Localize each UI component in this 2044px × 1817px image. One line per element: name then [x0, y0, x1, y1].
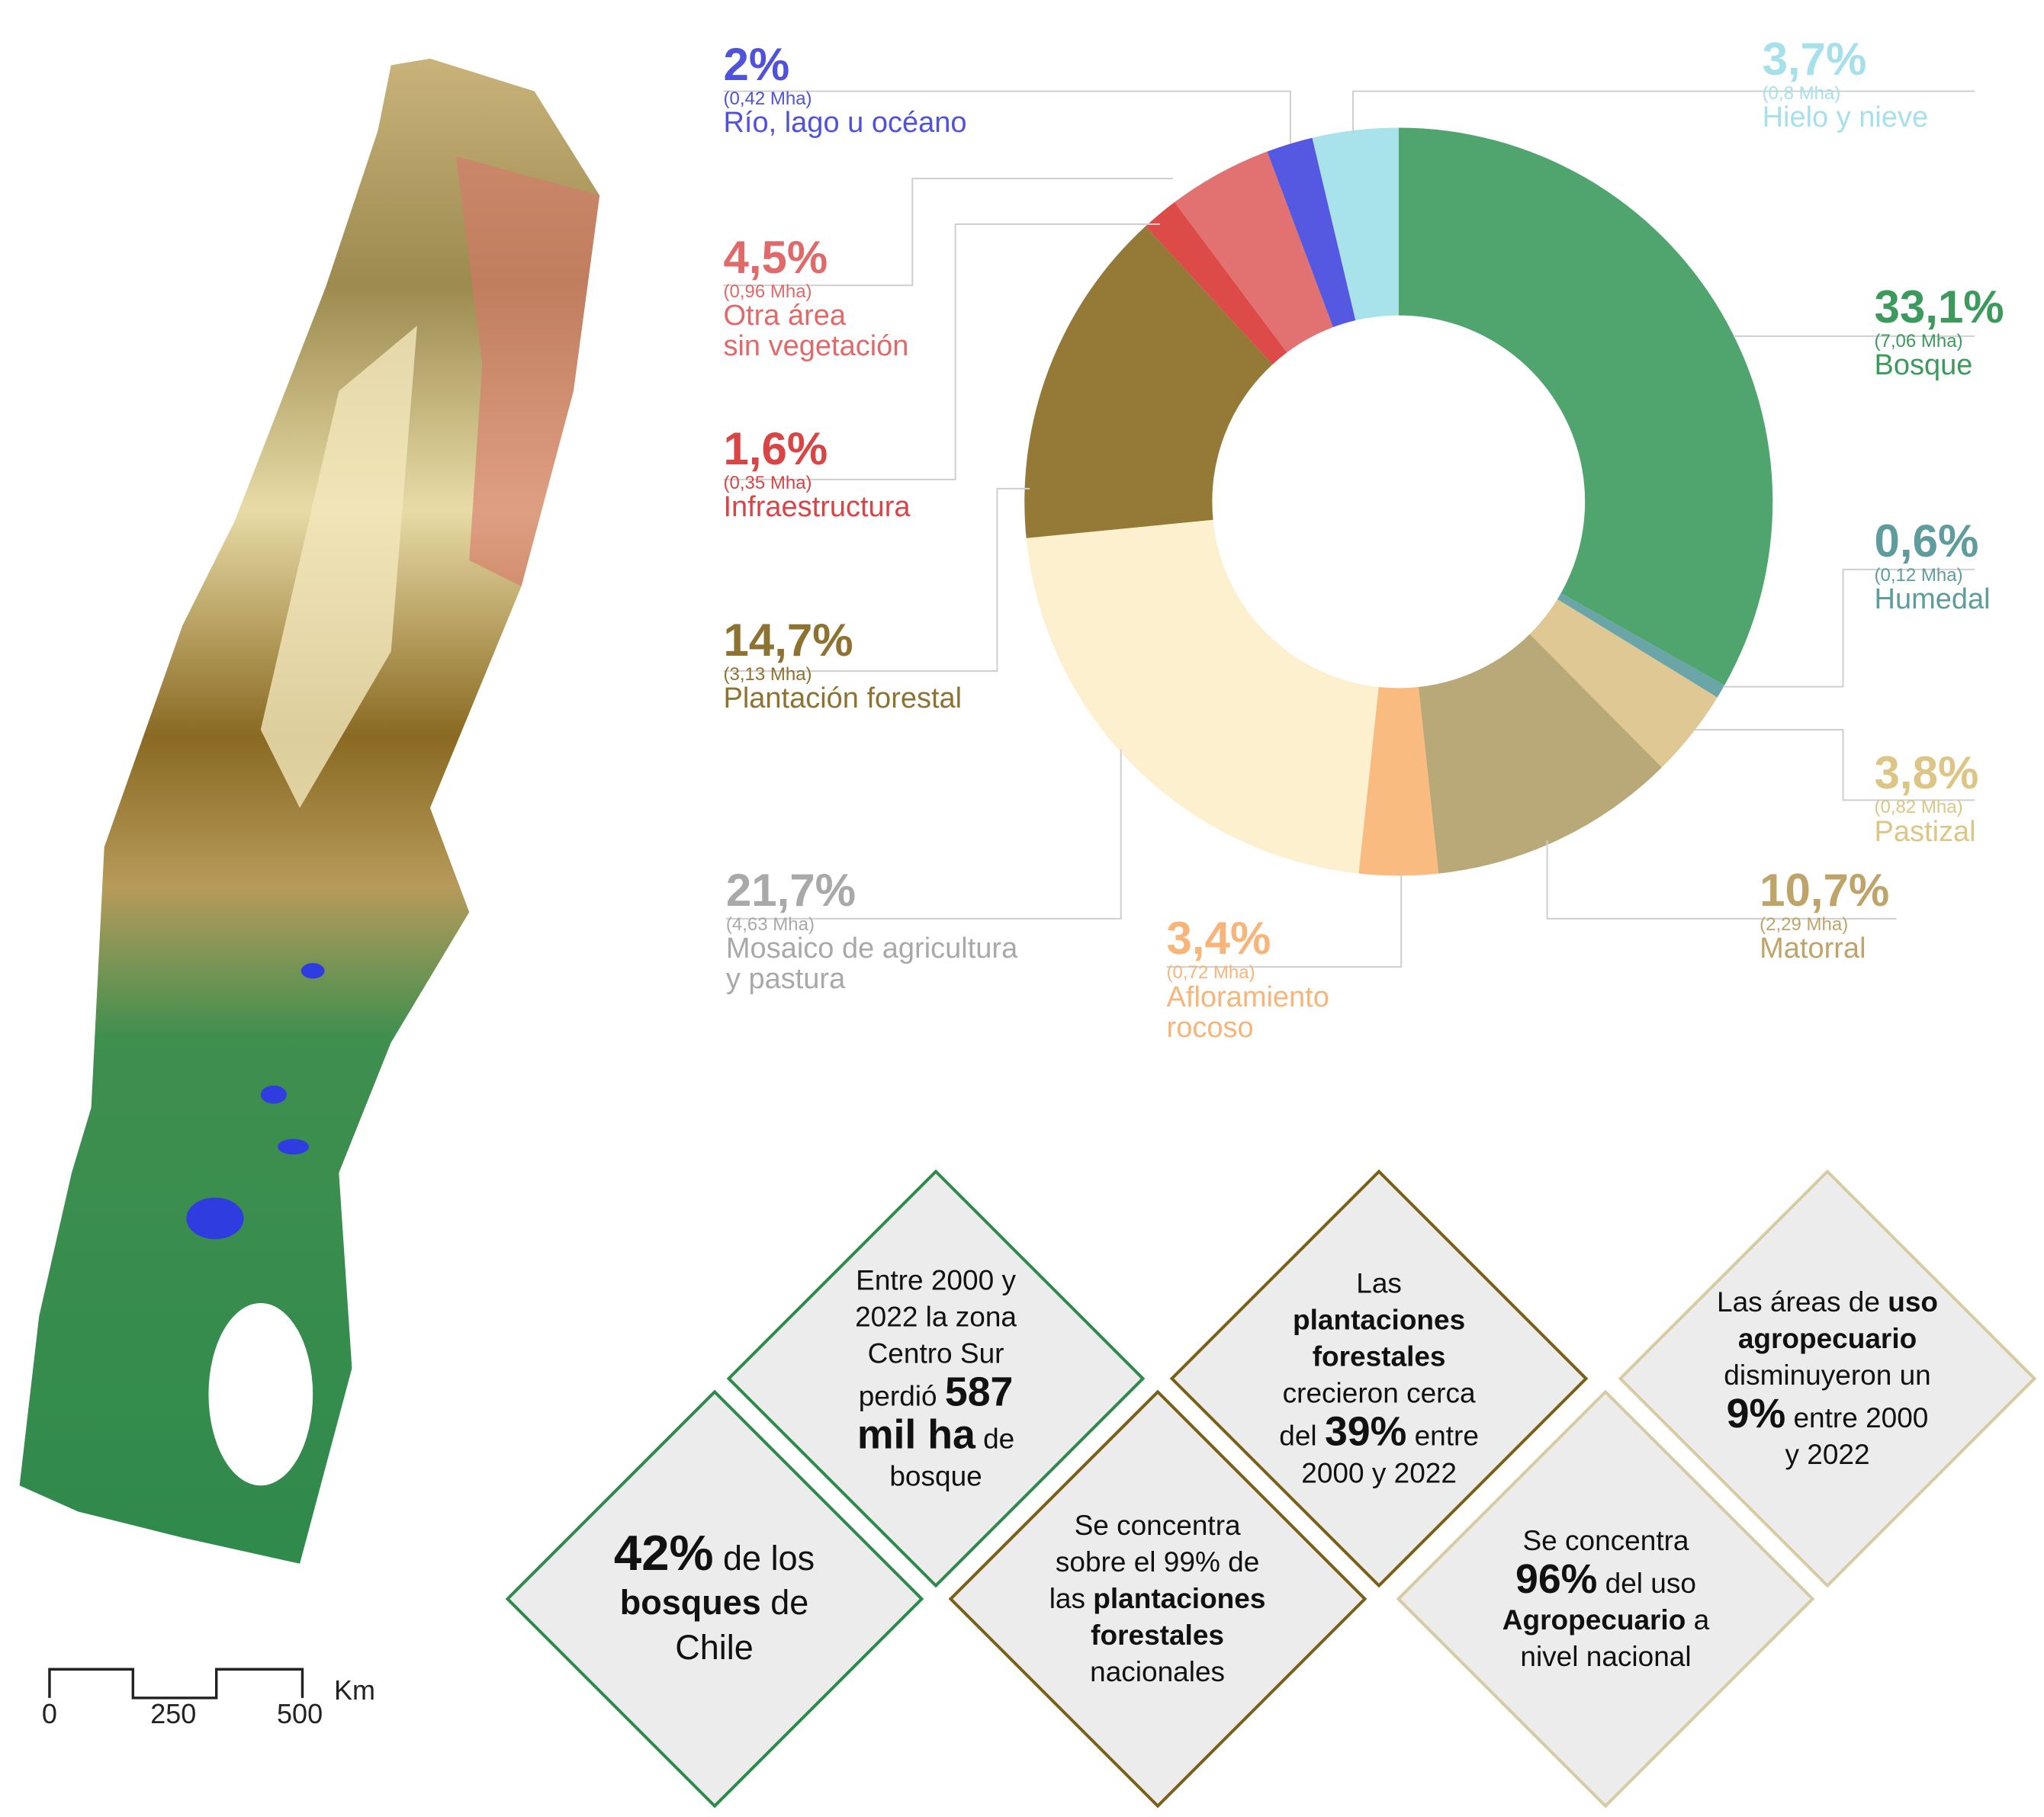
info-run: del uso	[1597, 1568, 1696, 1599]
slice-name: Matorral	[1760, 934, 1889, 965]
slice-percent: 33,1%	[1875, 284, 2004, 330]
slice-percent: 3,4%	[1167, 916, 1329, 961]
slice-area: (0,12 Mha)	[1875, 566, 1991, 585]
map-lake	[261, 1086, 287, 1104]
slice-name: Infraestructura	[723, 493, 910, 523]
scale-label: 500	[277, 1698, 323, 1730]
slice-percent: 4,5%	[723, 235, 908, 281]
slice-percent: 10,7%	[1760, 868, 1889, 913]
slice-percent: 1,6%	[723, 426, 910, 472]
slice-label: 0,6% (0,12 Mha)Humedal	[1875, 518, 1991, 615]
map	[20, 59, 600, 1698]
info-text: Se concentra 96% del uso Agropecuario a …	[1495, 1523, 1716, 1675]
slice-label: 2%(0,42 Mha)Río, lago u océano	[723, 42, 966, 139]
info-run: Las áreas de	[1717, 1286, 1888, 1318]
slice-area: (2,29 Mha)	[1760, 915, 1889, 934]
slice-area: (0,96 Mha)	[723, 282, 908, 301]
info-run: de los	[714, 1539, 815, 1578]
info-text: Las áreas de uso agropecuario disminuyer…	[1717, 1284, 1938, 1473]
info-text: 42% de los bosques de Chile	[577, 1528, 852, 1671]
info-run: bosques	[620, 1583, 761, 1622]
slice-area: (0,8 Mha)	[1763, 84, 1929, 103]
slice-name: Plantación forestal	[723, 684, 962, 714]
info-text: Entre 2000 y 2022 la zona Centro Sur per…	[825, 1263, 1046, 1495]
slice-area: (4,63 Mha)	[726, 915, 1017, 934]
slice-area: (7,06 Mha)	[1875, 332, 2004, 351]
info-text: Se concentra sobre el 99% de las plantac…	[1047, 1507, 1268, 1690]
slice-label: 10,7% (2,29 Mha)Matorral	[1760, 868, 1889, 965]
info-run: plantaciones forestales	[1091, 1583, 1265, 1651]
slice-name: Bosque	[1875, 351, 2004, 381]
slice-name: Hielo y nieve	[1763, 103, 1929, 133]
info-run: 96%	[1515, 1556, 1597, 1602]
info-run: entre 2000 y 2022	[1785, 1402, 1928, 1470]
scale-label: 0	[42, 1698, 57, 1730]
slice-area: (0,42 Mha)	[723, 89, 966, 108]
slice-label: 33,1% (7,06 Mha)Bosque	[1875, 284, 2004, 381]
info-run: 42%	[614, 1525, 714, 1581]
slice-percent: 3,8%	[1875, 750, 1979, 796]
info-run: 39%	[1325, 1409, 1406, 1455]
scale-label: 250	[150, 1698, 196, 1730]
info-run: Las	[1356, 1268, 1402, 1299]
info-run: 9%	[1727, 1391, 1786, 1437]
donut-slice	[1027, 520, 1379, 874]
info-run: Se concentra	[1522, 1525, 1689, 1556]
slice-name: Mosaico de agricultura y pastura	[726, 934, 1017, 995]
map-lake	[186, 1198, 243, 1240]
slice-name: Río, lago u océano	[723, 108, 966, 139]
map-lake	[278, 1139, 309, 1155]
scale-unit: Km	[334, 1674, 375, 1706]
slice-name: Humedal	[1875, 585, 1991, 615]
page: Km 0 250 500 33,1% (7,06 Mha)Bosque 0,6% (0,12…	[0, 0, 2044, 1817]
slice-label: 3,8% (0,82 Mha)Pastizal	[1875, 750, 1979, 847]
slice-area: (3,13 Mha)	[723, 665, 962, 684]
slice-area: (0,82 Mha)	[1875, 798, 1979, 817]
slice-name: Afloramiento rocoso	[1167, 983, 1329, 1044]
map-lake	[301, 963, 325, 979]
slice-percent: 3,7%	[1763, 37, 1929, 82]
map-gulf	[208, 1303, 313, 1485]
slice-label: 1,6% (0,35 Mha)Infraestructura	[723, 426, 910, 523]
slice-label: 4,5%(0,96 Mha)Otra área sin vegetación	[723, 235, 908, 362]
scale-bar	[50, 1669, 303, 1698]
slice-label: 14,7% (3,13 Mha)Plantación forestal	[723, 618, 962, 714]
slice-percent: 0,6%	[1875, 518, 1991, 564]
slice-label: 21,7% (4,63 Mha)Mosaico de agricultura y …	[726, 868, 1017, 995]
info-run: plantaciones forestales	[1293, 1305, 1465, 1372]
info-text: Las plantaciones forestales crecieron ce…	[1268, 1266, 1490, 1492]
info-run: nacionales	[1090, 1656, 1225, 1687]
slice-percent: 14,7%	[723, 618, 962, 663]
info-run: disminuyeron un	[1724, 1360, 1930, 1391]
slice-label: 3,7% (0,8 Mha)Hielo y nieve	[1763, 37, 1929, 133]
slice-percent: 21,7%	[726, 868, 1017, 913]
donut-slice	[1399, 127, 1772, 685]
slice-name: Pastizal	[1875, 817, 1979, 848]
slice-label: 3,4% (0,72 Mha)Afloramiento rocoso	[1167, 916, 1329, 1043]
slice-area: (0,72 Mha)	[1167, 963, 1329, 982]
info-run: Agropecuario	[1502, 1604, 1686, 1636]
slice-percent: 2%	[723, 42, 966, 88]
slice-name: Otra área sin vegetación	[723, 301, 908, 362]
slice-area: (0,35 Mha)	[723, 474, 910, 493]
